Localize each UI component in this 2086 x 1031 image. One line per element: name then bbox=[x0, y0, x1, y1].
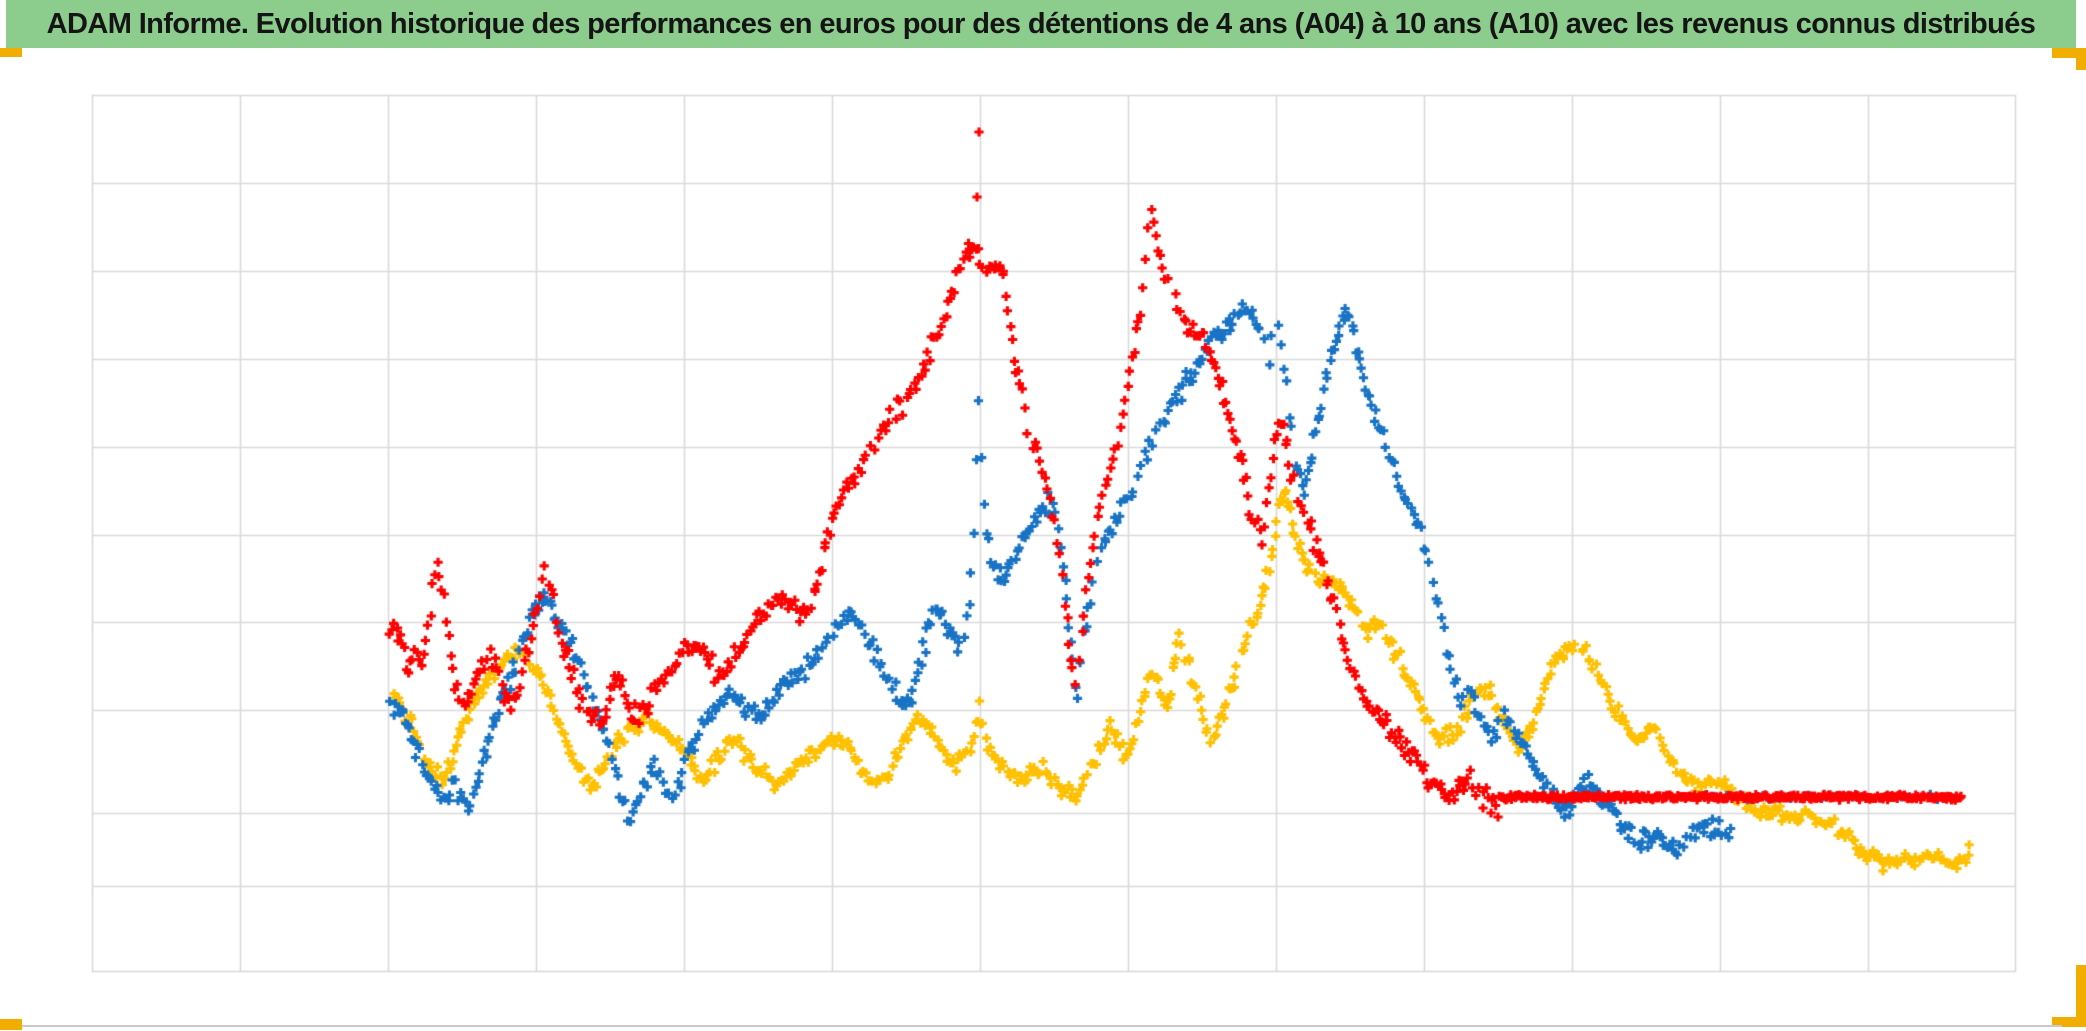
chart-title-bar: ADAM Informe. Evolution historique des p… bbox=[6, 0, 2076, 48]
corner-stub-icon bbox=[0, 48, 22, 57]
corner-bracket-icon bbox=[2076, 48, 2086, 70]
page-bottom-rule bbox=[22, 1025, 2062, 1027]
corner-stub-icon bbox=[0, 1019, 22, 1030]
corner-bracket-icon bbox=[2052, 48, 2086, 58]
corner-bracket-icon bbox=[2052, 1017, 2086, 1027]
corner-bracket-icon bbox=[2076, 965, 2086, 1027]
chart-title-text: ADAM Informe. Evolution historique des p… bbox=[46, 7, 2036, 40]
